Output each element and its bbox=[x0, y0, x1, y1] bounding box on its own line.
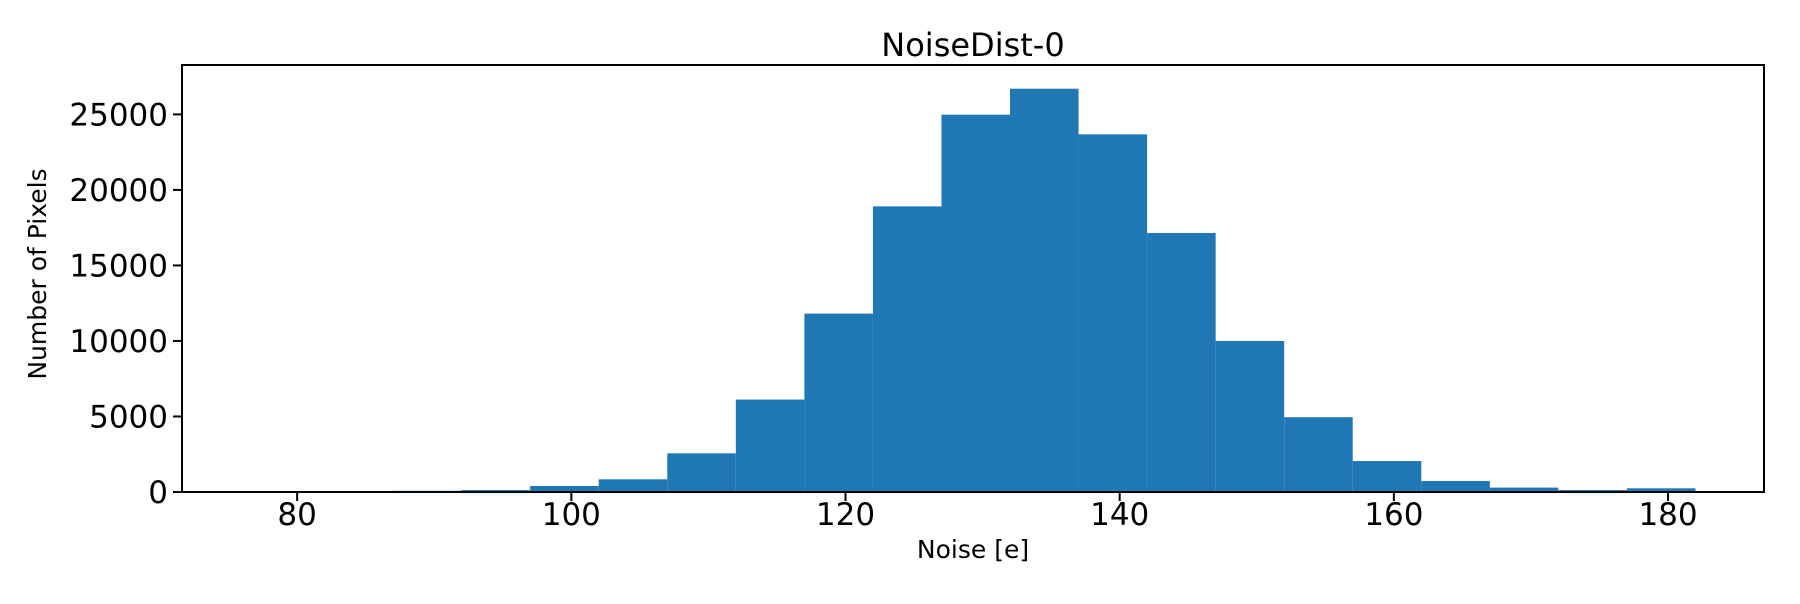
histogram-bar bbox=[530, 485, 599, 492]
x-tick-label: 180 bbox=[1638, 497, 1697, 533]
histogram-bar bbox=[872, 206, 942, 492]
y-axis-label: Number of Pixels bbox=[23, 168, 52, 379]
x-tick-label: 160 bbox=[1364, 497, 1423, 533]
histogram-bar bbox=[804, 313, 873, 492]
x-axis-ticks: 80 100 120 140 160 180 bbox=[277, 492, 1698, 533]
bars-group bbox=[393, 88, 1696, 493]
y-tick-label: 5000 bbox=[89, 399, 168, 435]
y-tick-label: 0 bbox=[148, 475, 168, 511]
x-tick-label: 80 bbox=[277, 497, 316, 533]
histogram-bar bbox=[667, 453, 736, 492]
chart-title: NoiseDist-0 bbox=[881, 26, 1064, 64]
histogram-bar bbox=[1626, 488, 1696, 492]
x-tick-label: 120 bbox=[816, 497, 875, 533]
histogram-bar bbox=[735, 399, 805, 492]
y-tick-label: 20000 bbox=[69, 173, 168, 209]
histogram-bar bbox=[598, 479, 668, 492]
y-tick-label: 15000 bbox=[69, 248, 168, 284]
histogram-bar bbox=[1215, 340, 1285, 492]
histogram-bar bbox=[1147, 232, 1216, 492]
histogram-bar bbox=[941, 114, 1011, 492]
x-tick-label: 100 bbox=[542, 497, 601, 533]
histogram-bar bbox=[1352, 461, 1422, 492]
y-tick-label: 10000 bbox=[69, 324, 168, 360]
x-axis-label: Noise [e] bbox=[917, 535, 1029, 564]
y-axis-ticks: 0 5000 10000 15000 20000 25000 bbox=[69, 97, 182, 511]
histogram-bar bbox=[1489, 487, 1559, 492]
x-tick-label: 140 bbox=[1090, 497, 1149, 533]
histogram-bar bbox=[1284, 417, 1353, 492]
histogram-bar bbox=[1010, 88, 1079, 493]
y-tick-label: 25000 bbox=[69, 97, 168, 133]
histogram-bar bbox=[1421, 480, 1490, 492]
histogram-bar bbox=[1078, 134, 1148, 492]
plot-area bbox=[181, 64, 1765, 493]
